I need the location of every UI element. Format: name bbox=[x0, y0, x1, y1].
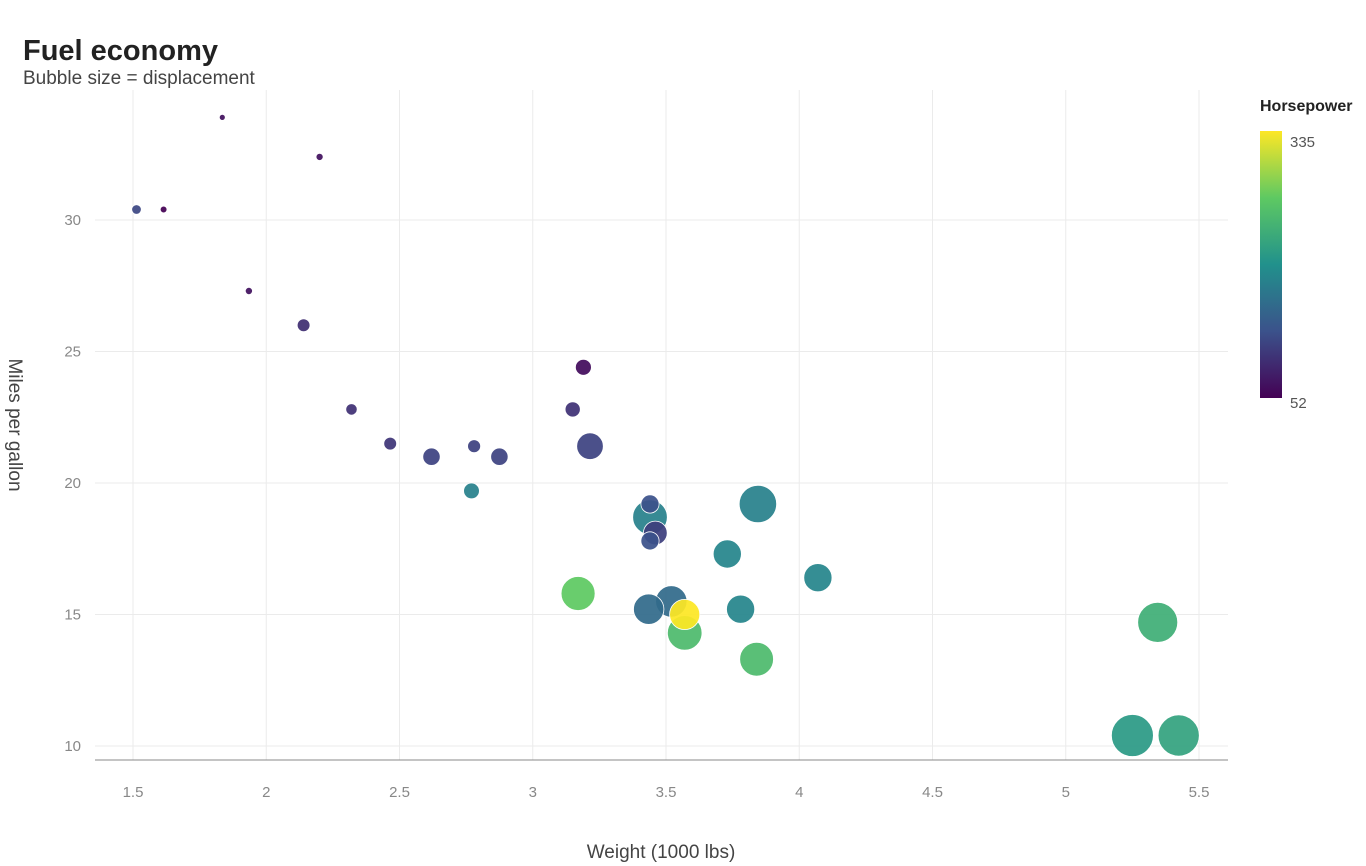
bubble-point bbox=[1111, 714, 1154, 757]
bubble-point bbox=[315, 152, 324, 161]
bubble-point bbox=[490, 447, 509, 466]
bubble-point bbox=[738, 484, 778, 524]
x-tick-label: 5 bbox=[1062, 784, 1070, 801]
x-tick-label: 2.5 bbox=[389, 784, 410, 801]
bubble-point bbox=[564, 401, 581, 418]
bubble-point bbox=[131, 204, 142, 215]
y-tick-label: 15 bbox=[64, 607, 81, 624]
y-tick-label: 30 bbox=[64, 212, 81, 229]
legend-colorbar bbox=[1260, 131, 1282, 398]
bubble-point bbox=[560, 576, 596, 611]
chart-title: Fuel economy bbox=[23, 35, 218, 67]
bubble-point bbox=[640, 494, 660, 514]
y-tick-label: 20 bbox=[64, 475, 81, 492]
x-tick-label: 4.5 bbox=[922, 784, 943, 801]
bubble-point bbox=[726, 594, 756, 624]
y-tick-labels: 10 15 20 25 30 bbox=[64, 212, 81, 755]
legend-title: Horsepower bbox=[1260, 98, 1352, 115]
bubble-point bbox=[575, 358, 592, 376]
bubble-point bbox=[739, 641, 774, 677]
bubble-point bbox=[669, 599, 701, 631]
x-tick-label: 3 bbox=[529, 784, 537, 801]
x-tick-label: 5.5 bbox=[1189, 784, 1210, 801]
bubble-point bbox=[244, 286, 253, 295]
y-gridlines bbox=[95, 219, 1228, 747]
bubble-point bbox=[218, 114, 226, 121]
y-tick-label: 25 bbox=[64, 344, 81, 361]
bubble-point bbox=[296, 318, 311, 333]
bubble-point bbox=[803, 563, 833, 593]
x-tick-labels: 1.5 2 2.5 3 3.5 4 4.5 5 5.5 bbox=[123, 784, 1210, 801]
x-tick-label: 1.5 bbox=[123, 784, 144, 801]
legend-min-label: 52 bbox=[1290, 395, 1307, 412]
bubble-point bbox=[640, 531, 660, 551]
bubble-point bbox=[422, 447, 441, 466]
bubble-point bbox=[345, 403, 358, 416]
x-axis-label: Weight (1000 lbs) bbox=[587, 842, 736, 863]
y-tick-label: 10 bbox=[64, 738, 81, 755]
bubble-point bbox=[576, 432, 604, 460]
bubbles bbox=[131, 114, 1200, 757]
x-tick-label: 4 bbox=[795, 784, 803, 801]
bubble-point bbox=[467, 439, 482, 454]
bubble-point bbox=[712, 539, 742, 569]
bubble-point bbox=[159, 205, 168, 214]
chart-subtitle: Bubble size = displacement bbox=[23, 68, 256, 89]
legend-max-label: 335 bbox=[1290, 134, 1315, 151]
bubble-point bbox=[1137, 602, 1179, 643]
y-axis-label: Miles per gallon bbox=[4, 358, 25, 491]
x-tick-label: 3.5 bbox=[656, 784, 677, 801]
bubble-point bbox=[383, 436, 398, 451]
x-tick-label: 2 bbox=[262, 784, 270, 801]
x-gridlines bbox=[132, 90, 1200, 760]
bubble-point bbox=[463, 482, 480, 500]
color-legend: Horsepower 335 52 bbox=[1260, 98, 1352, 412]
bubble-point bbox=[633, 593, 665, 625]
bubble-point bbox=[1157, 714, 1200, 757]
